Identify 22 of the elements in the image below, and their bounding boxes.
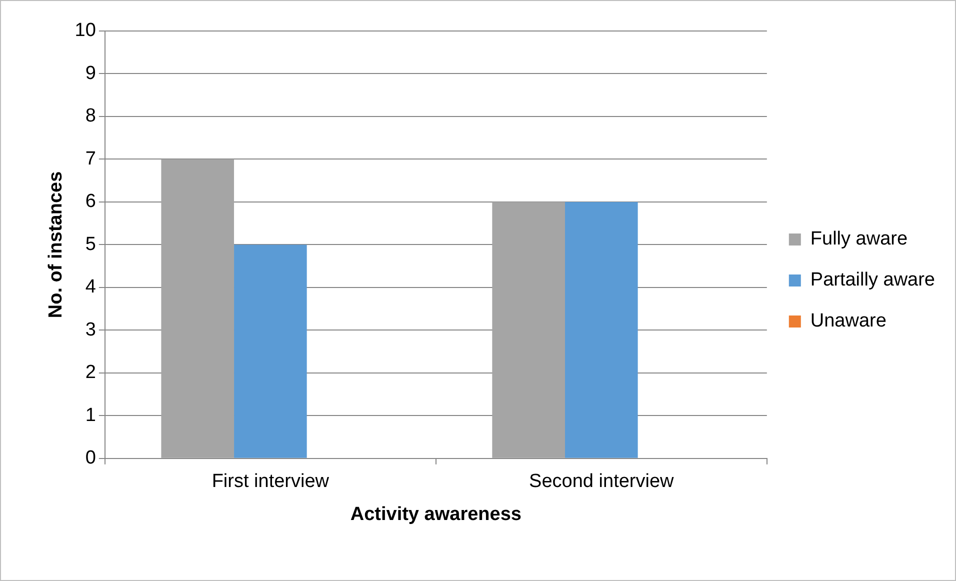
y-tick-label: 2: [85, 362, 96, 384]
x-tick-label: Second interview: [529, 471, 674, 492]
x-tick-label: First interview: [212, 471, 330, 492]
y-tick-label: 0: [85, 448, 96, 469]
legend-label: Partailly aware: [810, 270, 936, 291]
bar: [492, 202, 565, 458]
legend-label: Unaware: [810, 310, 886, 332]
bar: [564, 202, 638, 458]
legend-label: Fully aware: [810, 228, 908, 250]
y-tick-label: 10: [74, 20, 96, 42]
y-axis-title: No. of instances: [46, 171, 67, 318]
y-tick-label: 1: [85, 404, 96, 426]
y-tick-label: 8: [85, 106, 96, 127]
y-tick-label: 3: [85, 319, 96, 340]
y-tick-label: 7: [85, 148, 96, 170]
y-tick-label: 5: [85, 234, 96, 255]
y-tick-label: 4: [85, 276, 96, 298]
bar: [161, 159, 234, 458]
y-tick-label: 9: [85, 62, 96, 84]
y-tick-label: 6: [85, 191, 96, 212]
bar: [234, 244, 307, 458]
x-axis-title: Activity awareness: [350, 504, 522, 525]
